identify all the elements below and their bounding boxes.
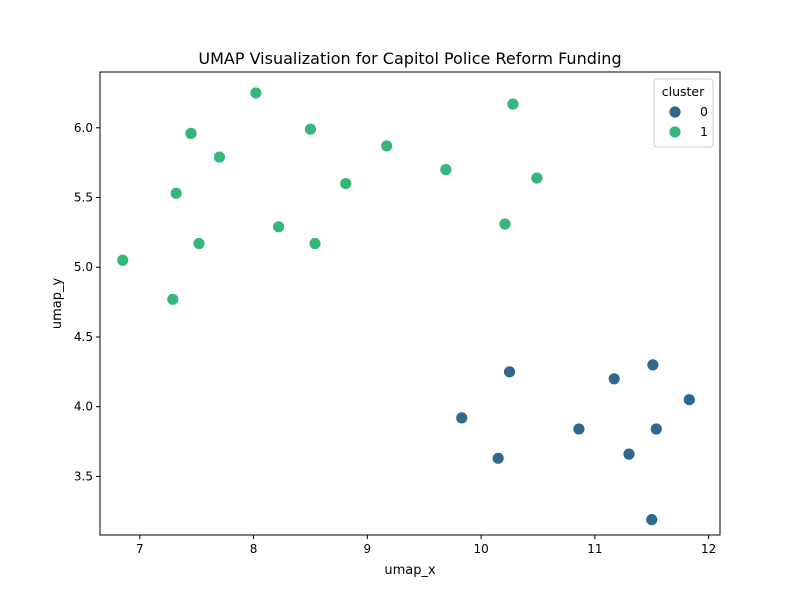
y-axis: 3.5 4.0 4.5 5.0 5.5 6.0	[74, 121, 100, 483]
data-point-cluster-1	[339, 177, 353, 190]
data-point-cluster-1	[272, 220, 286, 234]
data-point-cluster-0	[607, 372, 621, 386]
data-point-cluster-0	[572, 422, 586, 436]
data-point-cluster-1	[184, 126, 198, 140]
legend-marker-cluster-1	[668, 125, 682, 139]
y-tick-label: 6.0	[74, 121, 93, 135]
x-tick-label: 8	[250, 542, 258, 556]
data-point-cluster-0	[455, 411, 469, 425]
y-tick-label: 5.0	[74, 260, 93, 274]
data-point-cluster-0	[646, 358, 660, 372]
data-point-cluster-1	[166, 292, 180, 306]
x-tick-label: 9	[364, 542, 372, 556]
data-point-cluster-0	[491, 451, 505, 465]
data-point-cluster-0	[649, 422, 663, 436]
legend-title: cluster	[662, 84, 705, 99]
data-point-cluster-1	[116, 253, 130, 267]
data-point-cluster-1	[439, 163, 453, 177]
data-point-cluster-1	[308, 237, 322, 250]
chart-title: UMAP Visualization for Capitol Police Re…	[198, 49, 621, 68]
legend-marker-cluster-0	[668, 105, 682, 119]
legend-label-cluster-1: 1	[700, 124, 708, 139]
x-tick-label: 7	[136, 542, 144, 556]
data-point-cluster-0	[503, 365, 516, 379]
plot-points	[116, 86, 696, 527]
x-tick-label: 10	[473, 542, 488, 556]
x-tick-label: 12	[701, 542, 716, 556]
legend-label-cluster-0: 0	[700, 104, 708, 119]
legend-box	[653, 78, 714, 148]
data-point-cluster-0	[682, 393, 696, 407]
data-point-cluster-1	[380, 139, 394, 153]
data-point-cluster-1	[304, 122, 317, 136]
data-point-cluster-1	[213, 150, 226, 164]
plot-frame	[99, 71, 721, 536]
data-point-cluster-1	[249, 86, 263, 100]
y-axis-label: umap_y	[50, 278, 65, 330]
data-point-cluster-1	[192, 237, 206, 250]
data-point-cluster-1	[506, 97, 520, 111]
data-point-cluster-0	[645, 513, 659, 527]
x-axis: 7 8 9 10 11 12	[136, 535, 716, 556]
data-point-cluster-1	[530, 171, 544, 185]
y-tick-label: 4.5	[74, 330, 93, 344]
y-tick-label: 4.0	[74, 400, 93, 414]
x-tick-label: 11	[587, 542, 602, 556]
y-tick-label: 3.5	[74, 469, 93, 483]
data-point-cluster-0	[622, 447, 636, 461]
x-axis-label: umap_x	[384, 563, 436, 578]
y-tick-label: 5.5	[74, 191, 93, 205]
data-point-cluster-1	[169, 186, 183, 200]
data-point-cluster-1	[498, 217, 512, 231]
legend: cluster 0 1	[653, 78, 714, 148]
